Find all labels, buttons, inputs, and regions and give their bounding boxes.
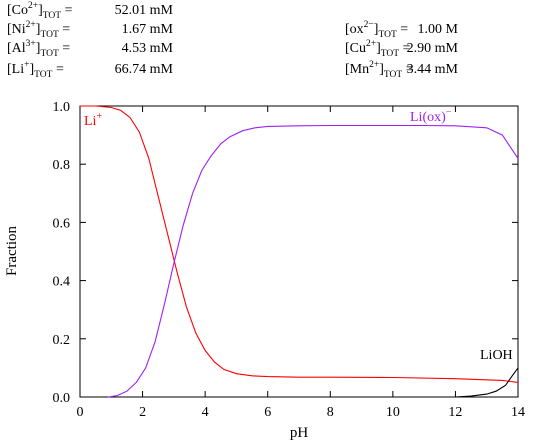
ion-symbol: ox [349, 22, 364, 37]
concentration-value: 52.01 mM [114, 3, 173, 18]
plot-frame [79, 105, 519, 398]
concentration-value: 1.67 mM [121, 22, 173, 37]
total-subscript: TOT [34, 70, 53, 80]
concentration-value: 66.74 mM [114, 62, 173, 77]
series-line-1 [108, 124, 519, 398]
series-label-2: LiOH [480, 348, 513, 363]
ion-charge: 2+ [25, 20, 36, 30]
concentration-co: [Co2+]TOT = [7, 1, 73, 21]
ion-charge: 2− [363, 20, 374, 30]
y-tick-label: 0.8 [53, 158, 71, 173]
x-tick-label: 10 [386, 405, 400, 420]
ion-charge: 3+ [25, 39, 36, 49]
concentration-li: [Li+]TOT = [7, 60, 64, 80]
concentration-ni: [Ni2+]TOT = [7, 20, 71, 40]
series-label-sup: + [96, 111, 102, 122]
series-label-sup: − [446, 107, 452, 118]
y-tick-label: 0.0 [53, 391, 71, 406]
x-tick-label: 8 [327, 405, 334, 420]
x-tick-label: 4 [202, 405, 209, 420]
total-subscript: TOT [380, 49, 400, 59]
series-lines [80, 105, 519, 398]
concentration-value: 2.90 mM [406, 41, 458, 56]
concentration-ox: [ox2−]TOT = [345, 20, 409, 40]
x-tick-label: 12 [448, 405, 462, 420]
total-subscript: TOT [40, 49, 59, 59]
ion-charge: 2+ [28, 1, 39, 11]
total-subscript: TOT [378, 30, 397, 40]
series-line-2 [455, 367, 519, 398]
ion-symbol: Li [11, 62, 25, 77]
concentration-mn: [Mn2+]TOT = [345, 60, 414, 80]
concentration-cu: [Cu2+]TOT = [345, 39, 411, 59]
concentration-value: 1.00 M [417, 22, 458, 37]
concentration-al: [Al3+]TOT = [7, 39, 71, 59]
y-tick-label: 0.2 [53, 333, 71, 348]
series-line-0 [80, 105, 519, 383]
series-label-0: Li+ [84, 111, 102, 129]
ion-symbol: Co [11, 3, 29, 18]
y-axis-label: Fraction [4, 226, 20, 276]
y-tick-label: 1.0 [53, 100, 71, 115]
ion-symbol: Cu [349, 41, 367, 56]
concentration-value: 4.53 mM [121, 41, 173, 56]
ion-charge: 2+ [369, 60, 380, 70]
series-labels: Li+ Li(ox)− LiOH [84, 107, 513, 363]
total-subscript: TOT [40, 30, 59, 40]
total-subscript: TOT [42, 11, 62, 21]
ion-symbol: Ni [11, 22, 26, 37]
x-tick-label: 2 [139, 405, 146, 420]
ion-charge: + [24, 60, 30, 70]
series-label-name: Li [84, 114, 97, 129]
y-tick-label: 0.4 [53, 275, 71, 290]
x-tick-label: 0 [77, 405, 84, 420]
ion-symbol: Mn [349, 62, 370, 77]
x-tick-label: 6 [264, 405, 271, 420]
series-label-1: Li(ox)− [410, 107, 452, 125]
ion-charge: 2+ [366, 39, 377, 49]
total-subscript: TOT [383, 70, 403, 80]
x-axis-label: pH [290, 425, 309, 441]
series-label-name: LiOH [480, 348, 513, 363]
y-tick-label: 0.6 [53, 216, 71, 231]
series-label-name: Li(ox) [410, 110, 446, 125]
ion-symbol: Al [11, 41, 26, 56]
x-tick-label: 14 [511, 405, 525, 420]
concentration-value: 3.44 mM [406, 62, 458, 77]
axis-ticks: 0 2 4 6 8 10 12 14 0.0 0.2 0.4 0.6 0.8 1.0 [53, 100, 526, 420]
